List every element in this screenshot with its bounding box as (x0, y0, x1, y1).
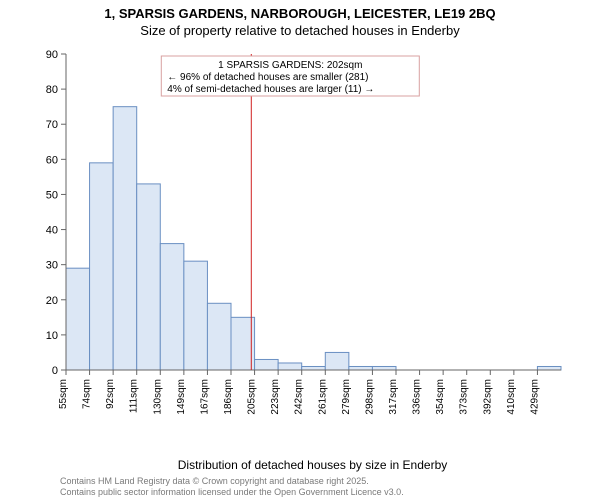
x-tick-label: 111sqm (129, 379, 140, 413)
y-tick-label: 40 (46, 225, 58, 237)
histogram-bar (302, 366, 326, 370)
histogram-bar (278, 363, 302, 370)
y-tick-label: 80 (46, 84, 58, 96)
footer-line-1: Contains HM Land Registry data © Crown c… (60, 476, 404, 487)
x-tick-label: 242sqm (294, 379, 305, 415)
y-tick-label: 10 (46, 330, 58, 342)
x-axis-label: Distribution of detached houses by size … (60, 458, 565, 472)
histogram-bar (349, 366, 373, 370)
x-tick-label: 223sqm (270, 379, 281, 415)
histogram-bar (160, 244, 184, 370)
annotation-text: ← 96% of detached houses are smaller (28… (167, 72, 368, 83)
histogram-bar (90, 163, 114, 370)
title-line-1: 1, SPARSIS GARDENS, NARBOROUGH, LEICESTE… (0, 6, 600, 21)
x-tick-label: 205sqm (247, 379, 258, 415)
x-tick-label: 92sqm (105, 379, 116, 409)
histogram-bar (137, 184, 161, 370)
footer-line-2: Contains public sector information licen… (60, 487, 404, 498)
histogram-bar (255, 359, 279, 370)
annotation-text: 1 SPARSIS GARDENS: 202sqm (218, 60, 362, 71)
histogram-bar (537, 366, 561, 370)
attribution-footer: Contains HM Land Registry data © Crown c… (60, 476, 404, 498)
y-tick-label: 60 (46, 154, 58, 166)
y-tick-label: 50 (46, 189, 58, 201)
x-tick-label: 167sqm (199, 379, 210, 415)
x-tick-label: 186sqm (223, 379, 234, 415)
x-tick-label: 392sqm (482, 379, 493, 415)
x-tick-label: 410sqm (506, 379, 517, 415)
y-tick-label: 20 (46, 295, 58, 307)
title-line-2: Size of property relative to detached ho… (0, 23, 600, 38)
histogram-bar (66, 268, 90, 370)
y-tick-label: 0 (52, 365, 58, 377)
x-tick-label: 74sqm (82, 379, 93, 409)
histogram-bar (184, 261, 208, 370)
x-tick-label: 429sqm (529, 379, 540, 415)
histogram-bar (207, 303, 231, 370)
chart-plot-area: 010203040506070809055sqm74sqm92sqm111sqm… (60, 50, 565, 425)
x-tick-label: 336sqm (412, 379, 423, 415)
x-tick-label: 261sqm (317, 379, 328, 415)
annotation-text: 4% of semi-detached houses are larger (1… (167, 84, 374, 95)
x-tick-label: 298sqm (364, 379, 375, 415)
x-tick-label: 279sqm (341, 379, 352, 415)
histogram-bar (113, 107, 137, 370)
histogram-svg: 010203040506070809055sqm74sqm92sqm111sqm… (60, 50, 565, 425)
x-tick-label: 373sqm (459, 379, 470, 415)
y-tick-label: 30 (46, 260, 58, 272)
x-tick-label: 354sqm (435, 379, 446, 415)
y-tick-label: 90 (46, 49, 58, 61)
x-tick-label: 149sqm (176, 379, 187, 415)
x-tick-label: 130sqm (152, 379, 163, 415)
x-tick-label: 55sqm (58, 379, 69, 409)
histogram-bar (372, 366, 396, 370)
chart-title-block: 1, SPARSIS GARDENS, NARBOROUGH, LEICESTE… (0, 0, 600, 38)
x-tick-label: 317sqm (388, 379, 399, 415)
histogram-bar (325, 352, 349, 370)
y-tick-label: 70 (46, 119, 58, 131)
